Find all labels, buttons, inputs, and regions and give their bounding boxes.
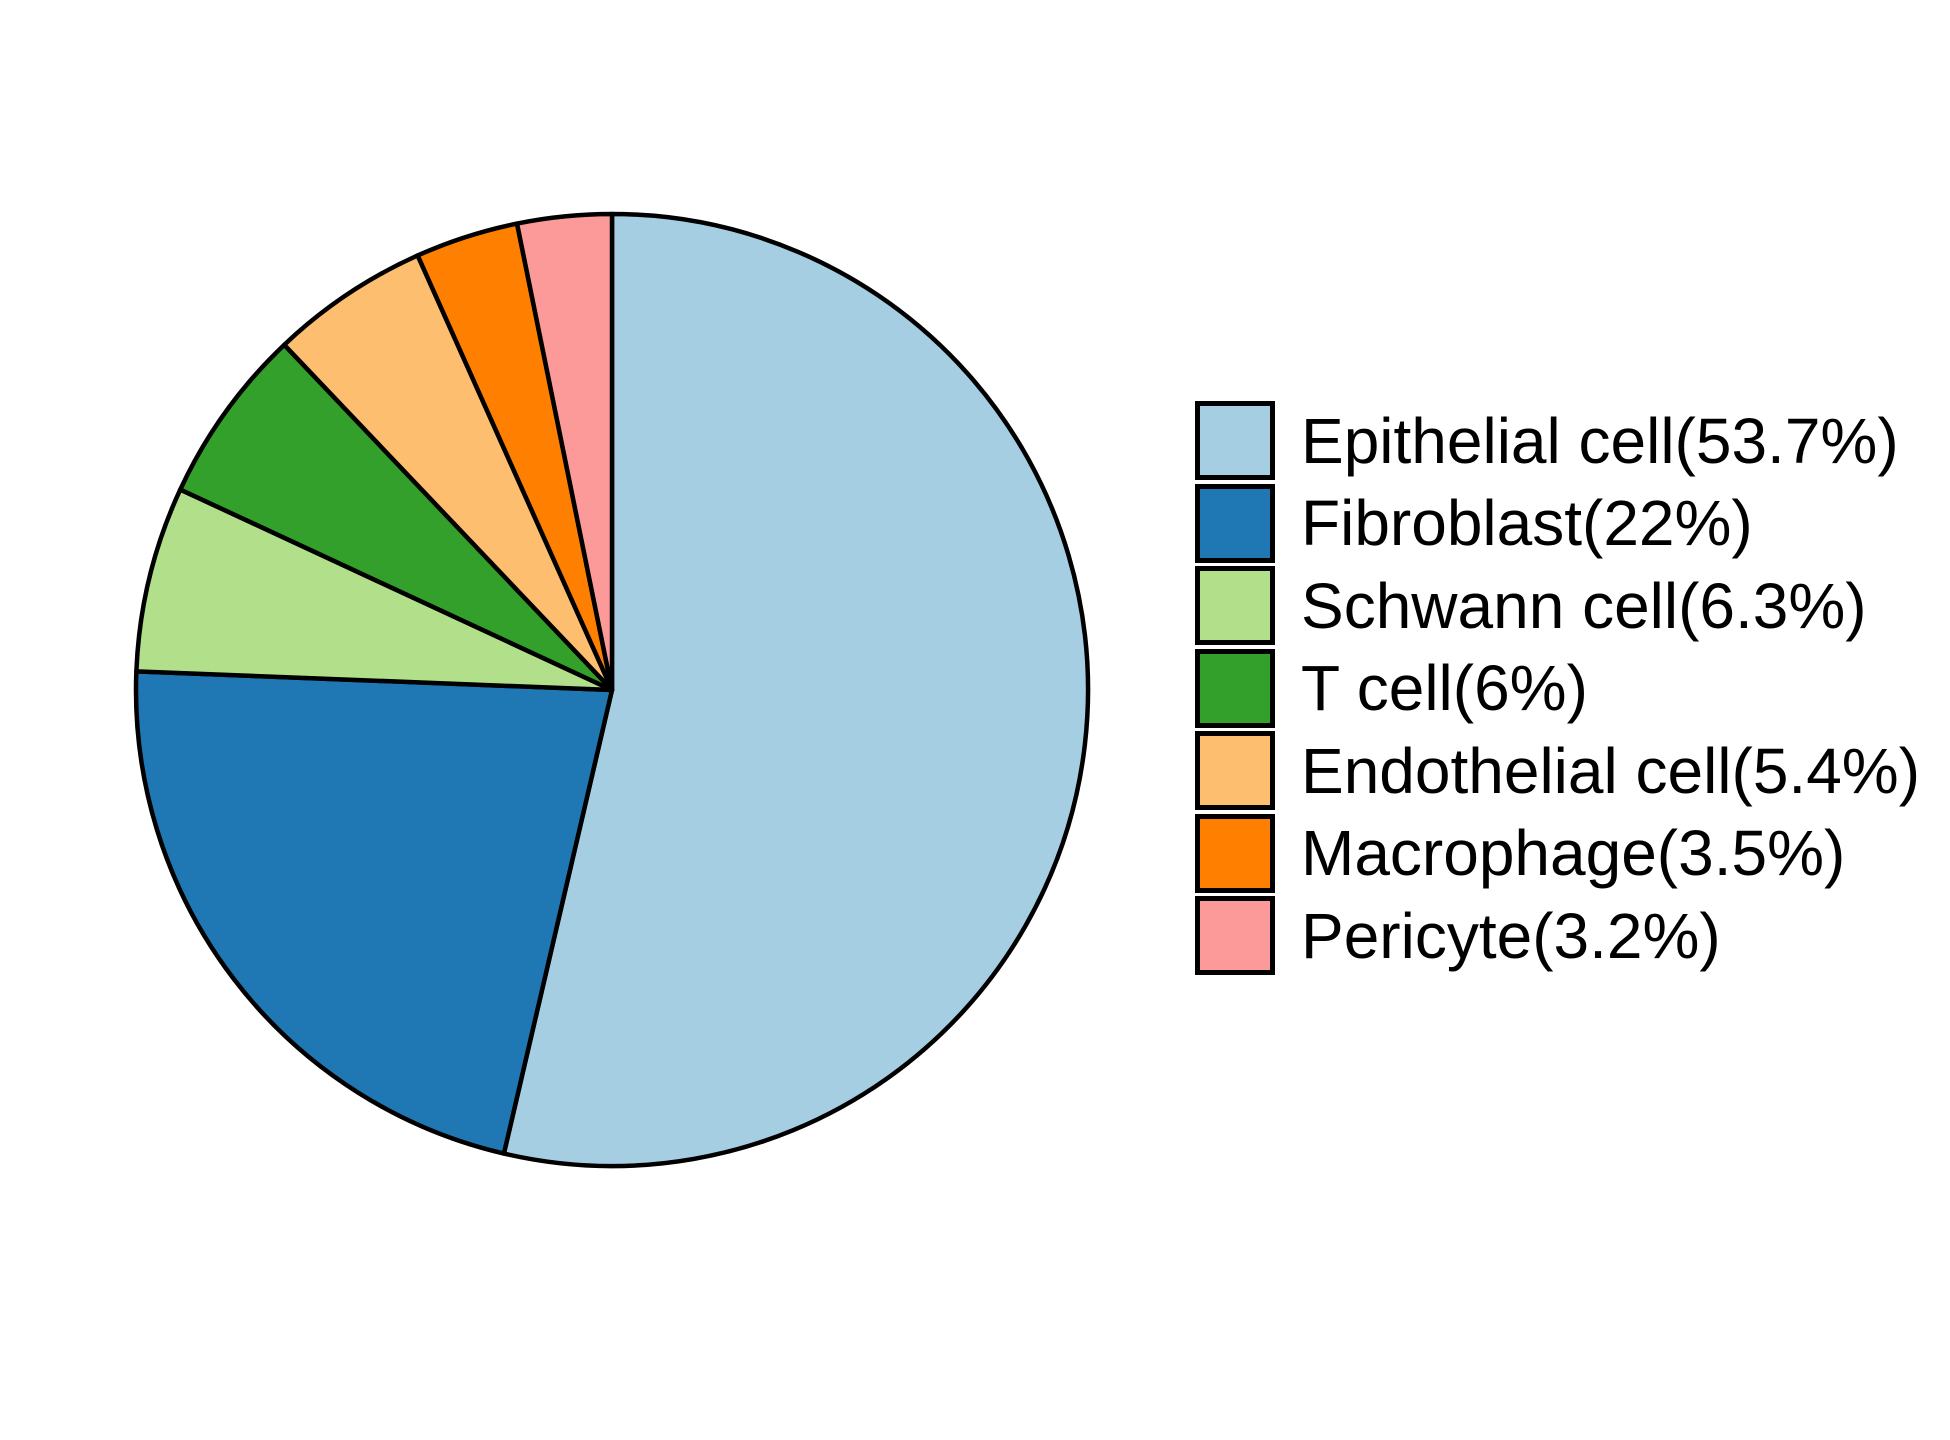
legend-item: T cell(6%) [1195, 648, 1920, 728]
pie-slice-epithelial-cell [501, 211, 1091, 1169]
pie-slice-schwann-cell [134, 487, 615, 693]
legend-swatch-t-cell [1195, 648, 1275, 728]
legend-label-schwann-cell: Schwann cell(6.3%) [1301, 569, 1867, 642]
legend-swatch-schwann-cell [1195, 566, 1275, 645]
pie-slice-fibroblast [133, 669, 615, 1156]
legend-label-t-cell: T cell(6%) [1301, 652, 1588, 724]
pie-slice-endothelial-cell [281, 253, 615, 693]
legend-item: Macrophage(3.5%) [1195, 813, 1920, 893]
legend-swatch-macrophage [1195, 813, 1275, 893]
legend-item: Fibroblast(22%) [1195, 483, 1920, 563]
pie-slice-pericyte [514, 211, 615, 693]
legend-swatch-fibroblast [1195, 483, 1275, 563]
legend-label-fibroblast: Fibroblast(22%) [1301, 487, 1753, 559]
legend: Epithelial cell(53.7%) Fibroblast(22%) S… [1195, 401, 1920, 979]
pie-slice-t-cell [178, 342, 615, 693]
legend-item: Schwann cell(6.3%) [1195, 566, 1920, 645]
legend-label-endothelial-cell: Endothelial cell(5.4%) [1301, 734, 1920, 807]
legend-swatch-endothelial-cell [1195, 731, 1275, 810]
legend-item: Endothelial cell(5.4%) [1195, 731, 1920, 810]
pie-slices-group [133, 211, 1091, 1169]
legend-label-pericyte: Pericyte(3.2%) [1301, 899, 1721, 972]
legend-label-epithelial-cell: Epithelial cell(53.7%) [1301, 404, 1899, 477]
legend-item: Pericyte(3.2%) [1195, 896, 1920, 975]
legend-swatch-pericyte [1195, 896, 1275, 975]
legend-label-macrophage: Macrophage(3.5%) [1301, 817, 1846, 889]
legend-swatch-epithelial-cell [1195, 401, 1275, 480]
legend-item: Epithelial cell(53.7%) [1195, 401, 1920, 480]
